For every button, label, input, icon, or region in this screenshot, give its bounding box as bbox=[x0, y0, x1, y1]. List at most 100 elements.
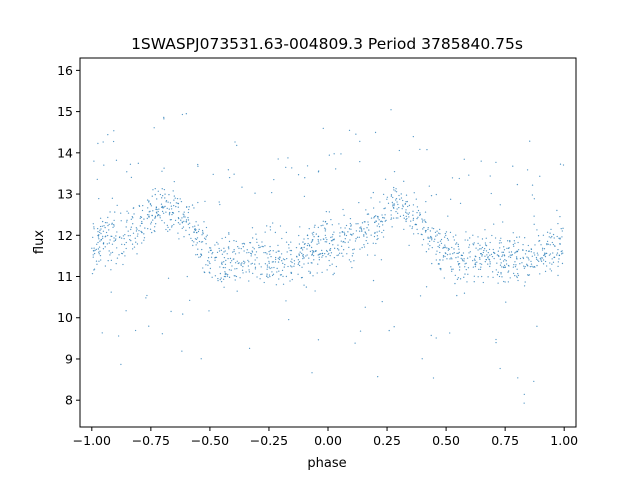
data-point bbox=[129, 163, 132, 165]
data-point bbox=[290, 260, 292, 263]
data-point bbox=[489, 263, 491, 265]
data-point bbox=[189, 222, 191, 224]
data-point bbox=[338, 223, 340, 225]
data-point bbox=[500, 237, 502, 239]
data-point bbox=[219, 272, 222, 275]
data-point bbox=[261, 245, 263, 248]
data-point bbox=[298, 253, 300, 255]
data-point bbox=[503, 249, 506, 251]
data-point bbox=[330, 240, 333, 242]
data-point bbox=[177, 202, 180, 205]
data-point bbox=[489, 254, 491, 256]
data-point bbox=[361, 222, 364, 224]
data-point bbox=[150, 221, 153, 223]
data-point bbox=[523, 265, 525, 267]
data-point bbox=[339, 232, 341, 234]
data-point bbox=[481, 238, 484, 240]
data-point bbox=[143, 218, 145, 220]
data-point bbox=[397, 217, 399, 219]
data-point bbox=[207, 260, 209, 262]
data-point bbox=[390, 218, 392, 221]
data-point bbox=[268, 250, 270, 253]
data-point bbox=[530, 260, 532, 263]
data-point bbox=[475, 247, 477, 249]
data-point bbox=[104, 236, 106, 238]
data-point bbox=[539, 257, 541, 260]
data-point bbox=[100, 232, 102, 235]
data-point bbox=[256, 257, 258, 259]
data-point bbox=[503, 280, 505, 283]
data-point bbox=[207, 257, 210, 259]
data-point bbox=[266, 266, 269, 268]
data-point bbox=[561, 253, 563, 255]
data-point bbox=[347, 241, 349, 243]
data-point bbox=[127, 235, 129, 237]
data-point bbox=[161, 219, 163, 222]
data-point bbox=[185, 220, 187, 223]
data-point bbox=[344, 233, 346, 235]
data-point bbox=[256, 276, 258, 278]
data-point bbox=[383, 217, 386, 219]
data-point bbox=[400, 193, 402, 195]
data-point bbox=[380, 259, 383, 261]
data-point bbox=[343, 231, 345, 233]
data-point bbox=[478, 256, 481, 259]
data-point bbox=[510, 251, 513, 253]
data-point bbox=[448, 247, 450, 250]
data-point bbox=[498, 275, 501, 278]
data-point bbox=[457, 277, 460, 279]
data-point bbox=[226, 253, 228, 255]
data-point bbox=[522, 256, 524, 258]
data-point bbox=[227, 257, 229, 260]
data-point bbox=[140, 215, 142, 218]
data-point bbox=[156, 209, 158, 211]
data-point bbox=[154, 187, 156, 190]
data-point bbox=[262, 246, 264, 248]
data-point bbox=[273, 179, 275, 181]
data-point bbox=[457, 243, 459, 246]
data-point bbox=[431, 237, 433, 239]
x-axis-label: phase bbox=[307, 456, 346, 471]
data-point bbox=[321, 271, 323, 274]
data-point bbox=[473, 258, 476, 260]
data-point bbox=[344, 227, 346, 229]
data-point bbox=[405, 220, 407, 223]
data-point bbox=[214, 256, 217, 259]
data-point bbox=[202, 231, 204, 233]
data-point bbox=[333, 247, 336, 249]
data-point bbox=[301, 252, 303, 255]
data-point bbox=[512, 243, 514, 246]
data-point bbox=[321, 256, 323, 258]
data-point bbox=[443, 277, 445, 279]
data-point bbox=[158, 208, 160, 210]
data-point bbox=[92, 250, 95, 252]
data-point bbox=[125, 310, 127, 312]
data-point bbox=[99, 217, 102, 219]
data-point bbox=[290, 253, 292, 256]
data-point bbox=[474, 262, 477, 264]
data-point bbox=[313, 251, 315, 253]
data-point bbox=[238, 262, 240, 264]
data-point bbox=[523, 285, 526, 287]
data-point bbox=[422, 238, 425, 241]
data-point bbox=[539, 175, 541, 177]
data-point bbox=[332, 233, 334, 236]
data-point bbox=[286, 257, 288, 260]
data-point bbox=[541, 249, 544, 251]
data-point bbox=[536, 264, 538, 267]
data-point bbox=[288, 244, 290, 246]
data-point bbox=[218, 201, 220, 203]
data-point bbox=[302, 241, 304, 243]
data-point bbox=[411, 226, 414, 228]
data-point bbox=[106, 222, 108, 224]
data-point bbox=[503, 246, 505, 248]
x-tick-label: 0.75 bbox=[491, 433, 519, 448]
data-point bbox=[511, 253, 513, 256]
data-point bbox=[216, 251, 219, 254]
data-point bbox=[274, 258, 277, 261]
data-point bbox=[487, 251, 489, 254]
data-point bbox=[137, 233, 139, 235]
data-point bbox=[314, 290, 316, 292]
data-point bbox=[183, 216, 185, 218]
data-point bbox=[467, 239, 469, 241]
